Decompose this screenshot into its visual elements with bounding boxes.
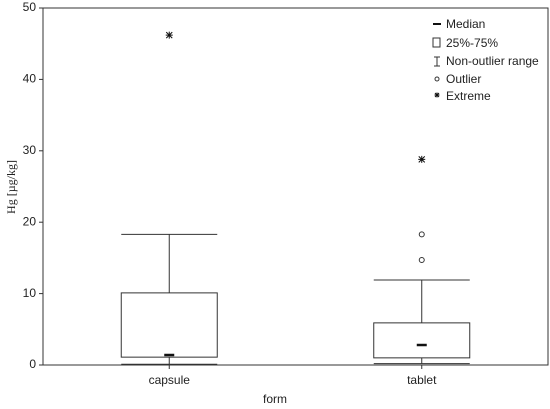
legend-outlier-symbol [434, 76, 440, 82]
y-tick-label: 30 [23, 143, 37, 157]
y-tick-label: 50 [23, 0, 37, 14]
x-tick-label: tablet [407, 373, 437, 387]
x-axis-label: form [263, 392, 287, 406]
y-axis-label: Hg [µg/kg] [4, 160, 18, 214]
y-tick-label: 0 [29, 357, 36, 371]
extreme [418, 155, 426, 163]
legend: Median 25%-75% Non-outlier range Outlier… [432, 17, 539, 103]
legend-label: Non-outlier range [446, 54, 539, 68]
legend-whisker-symbol [434, 56, 440, 67]
legend-label: 25%-75% [446, 36, 498, 50]
box [373, 322, 471, 359]
legend-box-symbol [432, 37, 441, 48]
y-tick-label: 40 [23, 72, 37, 86]
legend-label: Median [446, 17, 485, 31]
box [120, 292, 218, 358]
y-tick-label: 10 [23, 286, 37, 300]
extreme [165, 31, 173, 39]
legend-extreme-symbol [434, 92, 440, 98]
plot-frame [42, 7, 549, 366]
outlier [418, 231, 425, 238]
y-tick-label: 20 [23, 214, 37, 228]
outlier [418, 257, 425, 264]
x-tick-label: capsule [149, 373, 191, 387]
legend-label: Outlier [446, 72, 481, 86]
legend-label: Extreme [446, 89, 491, 103]
